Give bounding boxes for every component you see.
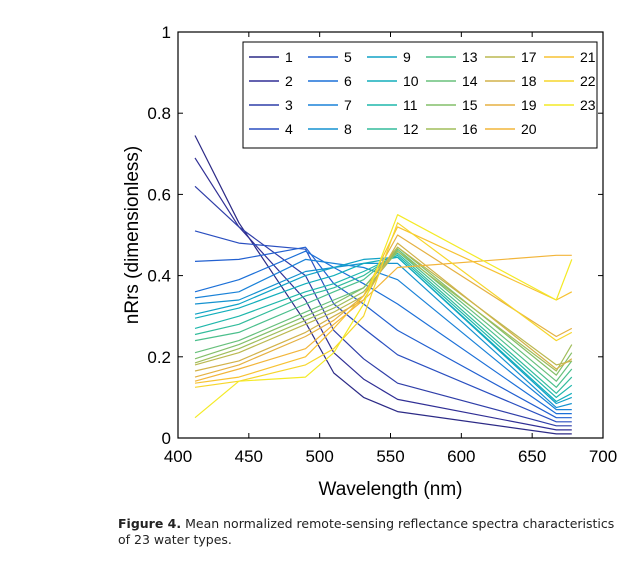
- legend-box: [242, 41, 598, 149]
- caption-label: Figure 4.: [118, 516, 182, 531]
- legend-label-12: 12: [403, 121, 419, 137]
- legend-label-13: 13: [462, 49, 478, 65]
- y-tick-label-4: 0.8: [147, 104, 171, 123]
- legend-label-10: 10: [403, 73, 419, 89]
- series-line-12: [194, 252, 573, 394]
- series-line-22: [194, 222, 573, 388]
- legend-label-15: 15: [462, 97, 478, 113]
- y-tick-label-0: 0: [162, 429, 171, 448]
- legend-label-23: 23: [580, 97, 596, 113]
- legend-label-6: 6: [344, 73, 352, 89]
- legend-label-9: 9: [403, 49, 411, 65]
- series-line-21: [194, 226, 573, 384]
- series-line-15: [194, 246, 573, 376]
- x-tick-label-400: 400: [164, 447, 192, 466]
- legend-label-5: 5: [344, 49, 352, 65]
- legend-label-3: 3: [285, 97, 293, 113]
- series-line-3: [194, 185, 572, 427]
- x-tick-label-500: 500: [305, 447, 333, 466]
- legend-label-22: 22: [580, 73, 596, 89]
- series-line-6: [194, 250, 572, 415]
- legend-label-21: 21: [580, 49, 596, 65]
- legend-label-4: 4: [285, 121, 293, 137]
- legend-label-20: 20: [521, 121, 537, 137]
- series-line-4: [194, 230, 572, 423]
- series-line-10: [194, 256, 573, 403]
- legend-label-1: 1: [285, 49, 293, 65]
- legend-label-8: 8: [344, 121, 352, 137]
- caption-text: Mean normalized remote-sensing reflectan…: [118, 516, 615, 547]
- series-line-16: [194, 250, 573, 372]
- y-tick-label-3: 0.6: [147, 185, 171, 204]
- series-line-23: [194, 214, 573, 419]
- series-line-19: [194, 234, 573, 378]
- x-tick-label-450: 450: [235, 447, 263, 466]
- legend-label-18: 18: [521, 73, 537, 89]
- x-tick-label-600: 600: [447, 447, 475, 466]
- series-line-5: [194, 246, 572, 419]
- series-line-17: [194, 246, 572, 366]
- series-line-11: [194, 254, 573, 398]
- series-line-8: [194, 262, 572, 409]
- x-tick-label-550: 550: [376, 447, 404, 466]
- legend-label-19: 19: [521, 97, 537, 113]
- reflectance-chart: 400 450 500 550 600 650 700 0 0.2 0.4 0.6 0.8 1 Wavel…: [122, 23, 617, 500]
- figure-caption: Figure 4. Mean normalized remote-sensing…: [118, 516, 618, 548]
- legend-label-7: 7: [344, 97, 352, 113]
- legend-label-2: 2: [285, 73, 293, 89]
- series-line-2: [194, 157, 572, 431]
- legend-label-14: 14: [462, 73, 478, 89]
- legend-label-17: 17: [521, 49, 537, 65]
- x-tick-label-700: 700: [589, 447, 617, 466]
- legend-label-16: 16: [462, 121, 478, 137]
- y-tick-label-2: 0.4: [147, 267, 171, 286]
- y-tick-label-5: 1: [162, 23, 171, 42]
- series-line-1: [194, 135, 572, 435]
- legend-label-11: 11: [403, 97, 418, 113]
- series-line-13: [194, 250, 573, 388]
- x-tick-label-650: 650: [518, 447, 546, 466]
- y-axis-label: nRrs (dimensionless): [122, 146, 143, 324]
- x-axis-label: Wavelength (nm): [319, 479, 463, 500]
- series-line-14: [194, 248, 573, 382]
- series-line-9: [194, 256, 573, 405]
- y-tick-label-1: 0.2: [147, 348, 171, 367]
